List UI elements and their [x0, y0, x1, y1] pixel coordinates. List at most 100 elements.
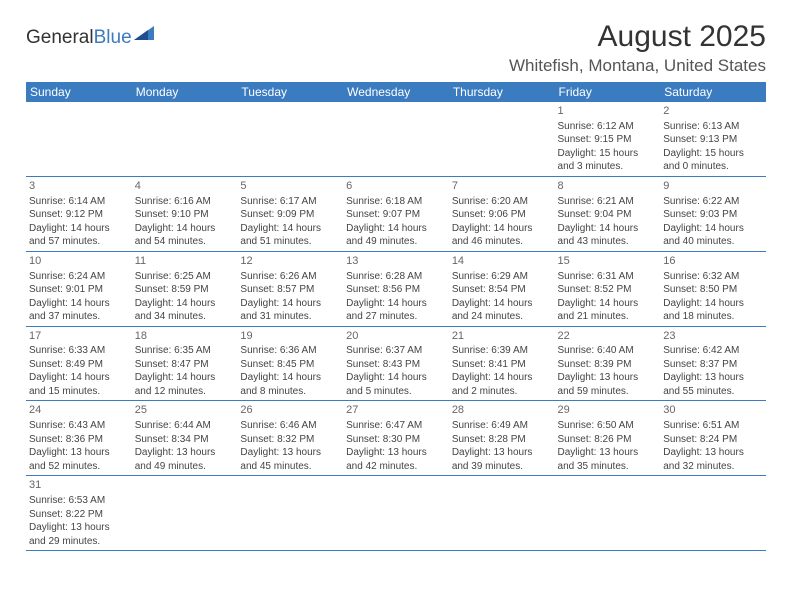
sunset-text: Sunset: 9:04 PM [558, 208, 658, 222]
daylight-text: and 37 minutes. [29, 310, 129, 324]
sunset-text: Sunset: 8:36 PM [29, 433, 129, 447]
day-number: 7 [452, 179, 552, 194]
daylight-text: and 31 minutes. [240, 310, 340, 324]
day-number: 18 [135, 329, 235, 344]
sunrise-text: Sunrise: 6:49 AM [452, 419, 552, 433]
day-number: 9 [663, 179, 763, 194]
sunset-text: Sunset: 8:52 PM [558, 283, 658, 297]
calendar-cell: 19Sunrise: 6:36 AMSunset: 8:45 PMDayligh… [237, 326, 343, 401]
daylight-text: Daylight: 13 hours [346, 446, 446, 460]
calendar-cell: 8Sunrise: 6:21 AMSunset: 9:04 PMDaylight… [555, 176, 661, 251]
header: GeneralBlue August 2025 Whitefish, Monta… [26, 20, 766, 76]
sunrise-text: Sunrise: 6:25 AM [135, 270, 235, 284]
daylight-text: and 2 minutes. [452, 385, 552, 399]
calendar-cell: 14Sunrise: 6:29 AMSunset: 8:54 PMDayligh… [449, 251, 555, 326]
month-title: August 2025 [509, 20, 766, 54]
calendar-cell: 29Sunrise: 6:50 AMSunset: 8:26 PMDayligh… [555, 401, 661, 476]
day-number: 24 [29, 403, 129, 418]
calendar-cell: 11Sunrise: 6:25 AMSunset: 8:59 PMDayligh… [132, 251, 238, 326]
sunset-text: Sunset: 8:26 PM [558, 433, 658, 447]
sunrise-text: Sunrise: 6:33 AM [29, 344, 129, 358]
brand-sail-icon [134, 26, 154, 40]
sunrise-text: Sunrise: 6:44 AM [135, 419, 235, 433]
day-number: 26 [240, 403, 340, 418]
daylight-text: Daylight: 14 hours [663, 297, 763, 311]
daylight-text: Daylight: 13 hours [558, 446, 658, 460]
sunrise-text: Sunrise: 6:37 AM [346, 344, 446, 358]
sunrise-text: Sunrise: 6:29 AM [452, 270, 552, 284]
daylight-text: and 8 minutes. [240, 385, 340, 399]
calendar-cell: 5Sunrise: 6:17 AMSunset: 9:09 PMDaylight… [237, 176, 343, 251]
calendar-cell: 4Sunrise: 6:16 AMSunset: 9:10 PMDaylight… [132, 176, 238, 251]
day-header: Thursday [449, 82, 555, 102]
daylight-text: Daylight: 13 hours [29, 521, 129, 535]
daylight-text: Daylight: 13 hours [240, 446, 340, 460]
sunrise-text: Sunrise: 6:16 AM [135, 195, 235, 209]
daylight-text: and 15 minutes. [29, 385, 129, 399]
daylight-text: Daylight: 13 hours [558, 371, 658, 385]
calendar-cell: 27Sunrise: 6:47 AMSunset: 8:30 PMDayligh… [343, 401, 449, 476]
daylight-text: Daylight: 15 hours [663, 147, 763, 161]
sunset-text: Sunset: 8:41 PM [452, 358, 552, 372]
daylight-text: and 3 minutes. [558, 160, 658, 174]
calendar-cell: 1Sunrise: 6:12 AMSunset: 9:15 PMDaylight… [555, 102, 661, 176]
day-number: 17 [29, 329, 129, 344]
daylight-text: and 45 minutes. [240, 460, 340, 474]
sunrise-text: Sunrise: 6:20 AM [452, 195, 552, 209]
day-number: 16 [663, 254, 763, 269]
calendar-row: 1Sunrise: 6:12 AMSunset: 9:15 PMDaylight… [26, 102, 766, 176]
sunset-text: Sunset: 9:09 PM [240, 208, 340, 222]
day-number: 3 [29, 179, 129, 194]
daylight-text: Daylight: 13 hours [663, 446, 763, 460]
daylight-text: and 34 minutes. [135, 310, 235, 324]
calendar-cell: 9Sunrise: 6:22 AMSunset: 9:03 PMDaylight… [660, 176, 766, 251]
day-header: Friday [555, 82, 661, 102]
sunset-text: Sunset: 8:32 PM [240, 433, 340, 447]
sunset-text: Sunset: 8:43 PM [346, 358, 446, 372]
calendar-cell: 7Sunrise: 6:20 AMSunset: 9:06 PMDaylight… [449, 176, 555, 251]
sunrise-text: Sunrise: 6:40 AM [558, 344, 658, 358]
sunset-text: Sunset: 9:13 PM [663, 133, 763, 147]
sunset-text: Sunset: 8:34 PM [135, 433, 235, 447]
day-number: 28 [452, 403, 552, 418]
day-number: 14 [452, 254, 552, 269]
daylight-text: and 0 minutes. [663, 160, 763, 174]
calendar-cell: 15Sunrise: 6:31 AMSunset: 8:52 PMDayligh… [555, 251, 661, 326]
day-number: 5 [240, 179, 340, 194]
sunrise-text: Sunrise: 6:43 AM [29, 419, 129, 433]
sunrise-text: Sunrise: 6:21 AM [558, 195, 658, 209]
day-number: 6 [346, 179, 446, 194]
sunset-text: Sunset: 8:30 PM [346, 433, 446, 447]
sunset-text: Sunset: 9:10 PM [135, 208, 235, 222]
sunset-text: Sunset: 8:47 PM [135, 358, 235, 372]
daylight-text: Daylight: 13 hours [452, 446, 552, 460]
calendar-table: Sunday Monday Tuesday Wednesday Thursday… [26, 82, 766, 551]
day-number: 22 [558, 329, 658, 344]
daylight-text: and 27 minutes. [346, 310, 446, 324]
daylight-text: Daylight: 14 hours [135, 297, 235, 311]
sunrise-text: Sunrise: 6:51 AM [663, 419, 763, 433]
daylight-text: and 51 minutes. [240, 235, 340, 249]
daylight-text: and 40 minutes. [663, 235, 763, 249]
daylight-text: Daylight: 14 hours [346, 371, 446, 385]
sunrise-text: Sunrise: 6:46 AM [240, 419, 340, 433]
calendar-cell [343, 102, 449, 176]
calendar-cell: 13Sunrise: 6:28 AMSunset: 8:56 PMDayligh… [343, 251, 449, 326]
daylight-text: and 39 minutes. [452, 460, 552, 474]
sunset-text: Sunset: 9:12 PM [29, 208, 129, 222]
daylight-text: and 57 minutes. [29, 235, 129, 249]
calendar-cell: 2Sunrise: 6:13 AMSunset: 9:13 PMDaylight… [660, 102, 766, 176]
sunset-text: Sunset: 9:07 PM [346, 208, 446, 222]
daylight-text: Daylight: 14 hours [663, 222, 763, 236]
calendar-cell [449, 102, 555, 176]
sunrise-text: Sunrise: 6:35 AM [135, 344, 235, 358]
daylight-text: Daylight: 14 hours [135, 222, 235, 236]
day-number: 29 [558, 403, 658, 418]
sunset-text: Sunset: 8:59 PM [135, 283, 235, 297]
day-header: Wednesday [343, 82, 449, 102]
sunrise-text: Sunrise: 6:31 AM [558, 270, 658, 284]
sunset-text: Sunset: 8:37 PM [663, 358, 763, 372]
day-number: 23 [663, 329, 763, 344]
calendar-cell: 10Sunrise: 6:24 AMSunset: 9:01 PMDayligh… [26, 251, 132, 326]
sunrise-text: Sunrise: 6:28 AM [346, 270, 446, 284]
